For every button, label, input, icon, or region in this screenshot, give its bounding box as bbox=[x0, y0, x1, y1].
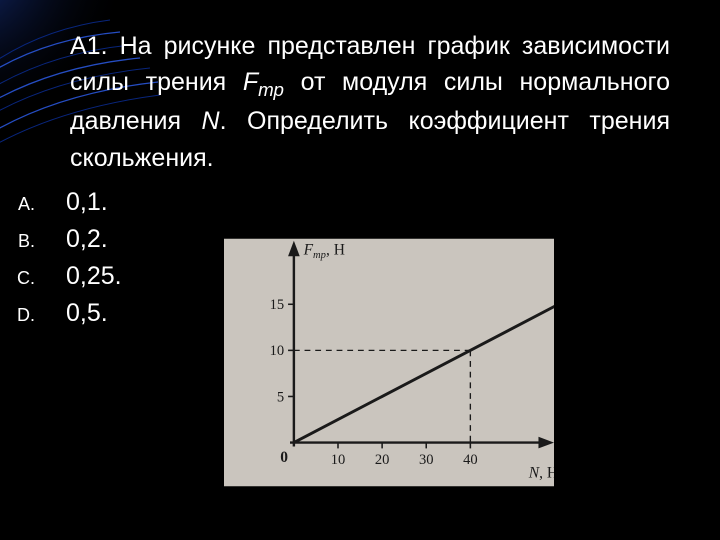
answer-text: 0,1. bbox=[66, 188, 108, 216]
svg-text:10: 10 bbox=[331, 452, 346, 468]
friction-chart: 10203040510150Fтр, НN, Н bbox=[224, 235, 554, 490]
answer-text: 0,25. bbox=[66, 262, 122, 290]
svg-text:5: 5 bbox=[277, 389, 284, 405]
svg-text:30: 30 bbox=[419, 452, 434, 468]
svg-text:20: 20 bbox=[375, 452, 390, 468]
svg-text:40: 40 bbox=[463, 452, 478, 468]
question-text: А1. На рисунке представлен график зависи… bbox=[70, 28, 670, 176]
question-label: А1. bbox=[70, 32, 108, 60]
var-n: N bbox=[202, 107, 220, 135]
svg-text:N, Н: N, Н bbox=[528, 465, 554, 482]
var-f: F bbox=[243, 68, 258, 96]
svg-text:0: 0 bbox=[280, 449, 288, 466]
answer-text: 0,5. bbox=[66, 299, 108, 327]
answer-option[interactable]: 0,1. bbox=[40, 188, 670, 217]
svg-text:15: 15 bbox=[270, 297, 285, 313]
var-f-sub: тр bbox=[258, 79, 284, 100]
svg-text:10: 10 bbox=[270, 343, 285, 359]
answer-text: 0,2. bbox=[66, 225, 108, 253]
